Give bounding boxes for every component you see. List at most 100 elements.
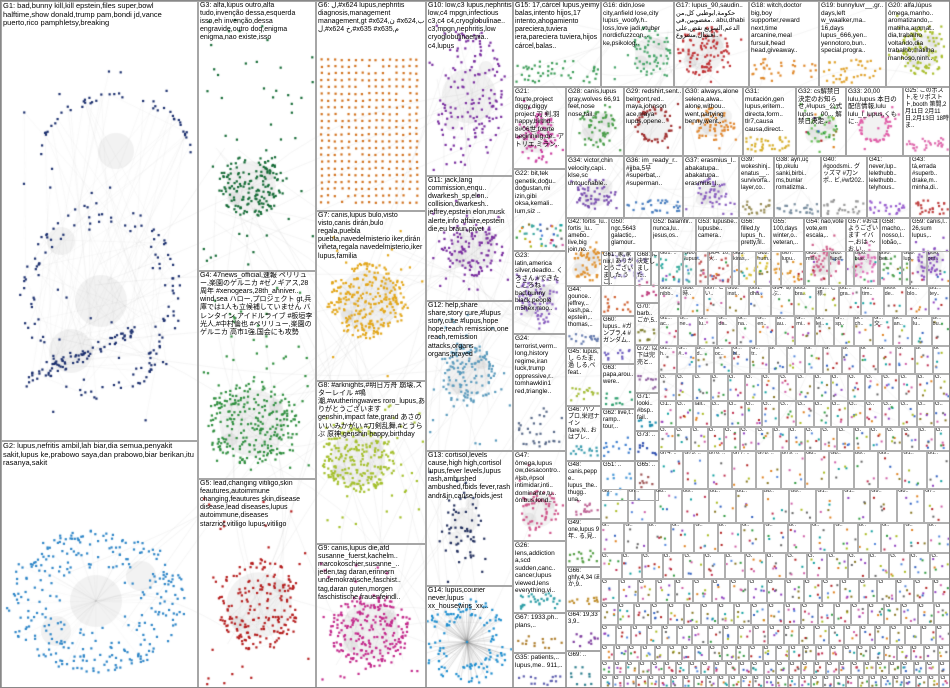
micro-group-cell: G82: hum..: [756, 251, 781, 286]
micro-group-cell: G: [706, 675, 718, 687]
micro-group-label: G94: あぶ..: [772, 286, 792, 297]
micro-group-label: G: [638, 579, 644, 585]
micro-group-cell: G: [766, 579, 786, 603]
micro-group-cell: G.: [899, 374, 917, 401]
micro-group-cell: G.: [786, 346, 805, 374]
micro-group-label: G1..: [927, 451, 939, 456]
micro-group-cell: G: [883, 645, 898, 661]
group-box-G71: G71: looki.. #bsp.. fail..: [635, 393, 659, 431]
micro-group-cell: G..: [779, 401, 797, 427]
micro-group-cell: G: [844, 625, 860, 645]
micro-group-label: G..: [742, 523, 750, 528]
micro-group-label: G.: [787, 346, 794, 351]
micro-group-label: G86: bue..: [854, 251, 867, 262]
micro-group-cell: G9..: [853, 451, 878, 489]
micro-group-cell: G..: [727, 401, 745, 427]
micro-group-label: G: [784, 625, 790, 631]
micro-group-label: G: [652, 603, 658, 609]
group-label-G5: G5: lead,changing vitiligo,skin feauture…: [200, 480, 301, 528]
micro-group-cell: G.: [756, 427, 773, 451]
micro-group-cell: G: [881, 675, 893, 687]
micro-group-cell: G.: [723, 427, 741, 451]
group-box-G46: G46: パワプロ,栄冠ナイン flare,N.. おはプレ..: [566, 406, 601, 461]
group-box-G50: G50: ngc,5643 galactic,.. glamour..: [609, 218, 651, 286]
micro-group-label: G: [835, 603, 841, 609]
micro-group-label: G..: [814, 401, 823, 407]
micro-group-label: G.: [704, 553, 712, 559]
micro-group-label: G..: ne..: [679, 316, 689, 327]
micro-group-label: G..: lu..: [913, 316, 922, 327]
micro-group-label: G..: lu..: [698, 316, 708, 327]
micro-group-label: G: [652, 661, 658, 667]
group-box-G64: G64: 19,33 3,9..: [566, 611, 601, 651]
micro-group-label: G.: [814, 374, 821, 380]
micro-group-cell: G..: da..: [717, 316, 737, 346]
micro-group-label: G: [927, 661, 933, 667]
micro-group-cell: G.: [841, 346, 860, 374]
micro-group-label: G96: om..: [927, 251, 940, 262]
micro-group-label: G76: ..: [708, 451, 726, 456]
micro-group-label: G: [800, 675, 806, 681]
micro-group-cell: G1..: [708, 489, 736, 523]
micro-group-label: G: [915, 579, 921, 585]
group-label-G13: G13: cortisol,levels cause,high high,cor…: [428, 452, 511, 500]
group-box-G19: G19: bunnyluvr__,gr.. days,left w_waalke…: [819, 1, 886, 87]
micro-group-label: G: [769, 625, 775, 631]
micro-group-cell: G..: [882, 401, 900, 427]
micro-group-label: G: [845, 625, 851, 631]
micro-group-label: G: [736, 645, 742, 651]
group-label-G61: G61: 家,家 nix,l ありがとうございました,うご..: [603, 252, 634, 286]
micro-group-cell: G: [617, 603, 635, 625]
micro-group-label: G.: [643, 553, 650, 559]
micro-group-cell: G.: [837, 427, 854, 451]
micro-group-cell: fail..: [693, 401, 711, 427]
micro-group-label: G: [936, 625, 942, 631]
micro-group-label: G: [835, 675, 841, 681]
micro-group-label: G99: de..: [884, 286, 897, 297]
micro-group-label: G: [925, 645, 931, 651]
group-label-G68: G68: に決定しました..: [637, 252, 658, 279]
micro-group-cell: G: [674, 579, 694, 603]
micro-group-label: G.: [933, 346, 940, 351]
micro-group-cell: G..: lu..: [697, 316, 718, 346]
micro-group-label: G.: [897, 346, 904, 351]
micro-group-label: G..: [672, 523, 680, 528]
micro-group-cell: G77: ..: [732, 451, 757, 489]
micro-group-label: G..: mi..: [796, 316, 806, 327]
group-box-G48: G48: canis,peppe.. lupus_the.. thugg.. u…: [566, 461, 601, 519]
micro-group-label: G.: [728, 374, 736, 380]
micro-group-cell: G: [784, 603, 801, 625]
micro-group-cell: G: [701, 661, 714, 675]
micro-group-label: G.: [663, 553, 671, 559]
micro-group-label: G: [935, 603, 941, 609]
micro-group-cell: G: [677, 625, 693, 645]
micro-group-cell: G: [681, 645, 696, 661]
micro-group-label: G: [677, 661, 683, 667]
micro-group-cell: G: [717, 675, 730, 687]
micro-group-cell: G: [799, 675, 811, 687]
micro-group-cell: G: [857, 675, 870, 687]
micro-group-cell: G..: [787, 523, 811, 553]
group-label-G22: G22: bit,tek genetik,doğu.. doğustan,mi …: [515, 170, 556, 215]
micro-group-cell: G..: [671, 523, 695, 553]
micro-group-cell: G: [601, 675, 613, 687]
micro-group-cell: G: [656, 579, 675, 603]
micro-group-label: G: [602, 661, 608, 667]
micro-group-label: G: [683, 675, 689, 681]
group-label-G40: G40: #goodsmi.. グッズマ #刀ンポ.. ビ,#wf202..: [823, 157, 865, 184]
micro-group-label: G..: [858, 523, 866, 528]
micro-group-label: G: [803, 645, 809, 651]
micro-group-cell: G74: ..: [659, 451, 684, 489]
group-box-G23: G23: latin,america silver,deadlo.. くろさん,…: [513, 251, 566, 334]
micro-group-label: G..: [848, 401, 857, 407]
micro-group-cell: G: [846, 675, 858, 687]
micro-group-cell: G.: [601, 553, 622, 579]
group-box-G32: G32: cs解禁日決定のお知らせ,#lupus_公式 lupus__00,..…: [796, 87, 846, 156]
group-label-G32: G32: cs解禁日決定のお知らせ,#lupus_公式 lupus__00,..…: [798, 88, 843, 126]
group-box-G66: G66: ghfy,4,34 ほか,9..: [566, 567, 601, 611]
micro-group-label: G75: ..: [684, 451, 701, 456]
group-label-G20: G20: alfa,lúpus ômega,manho.. aromatizan…: [888, 2, 935, 62]
micro-group-cell: G.: [918, 427, 935, 451]
group-label-G34: G34: victor,chin velocity,capi.. klse,sc…: [568, 157, 613, 187]
micro-group-cell: G..: [847, 401, 866, 427]
